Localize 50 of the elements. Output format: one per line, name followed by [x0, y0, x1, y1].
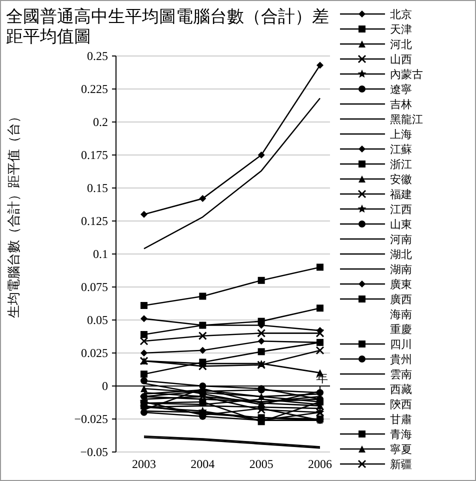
chart-title: 全國普通高中生平均圖電腦台數（合計）差距平均值圖 — [6, 7, 329, 46]
y-tick-label: −0.025 — [74, 412, 108, 426]
legend-label: 遼寧 — [390, 82, 412, 96]
legend-label: 浙江 — [390, 158, 412, 171]
x-tick-label: 2006 — [308, 457, 332, 471]
x-tick-label: 2005 — [249, 457, 274, 471]
y-tick-label: 0.2 — [93, 115, 108, 130]
legend-label: 湖南 — [390, 262, 412, 276]
y-tick-label: 0.175 — [81, 148, 108, 162]
legend-label: 新疆 — [390, 458, 412, 471]
y-tick-label: 0.05 — [87, 313, 108, 328]
y-tick-label: 0.25 — [87, 49, 108, 64]
y-tick-label: 0.025 — [81, 346, 108, 360]
y-tick-label: 0.225 — [81, 82, 108, 96]
y-tick-label: 0.1 — [93, 247, 108, 262]
legend-label: 四川 — [390, 338, 412, 351]
legend-label: 北京 — [390, 8, 412, 21]
legend-label: 河北 — [390, 38, 412, 51]
y-axis-title: 生均電腦台數（合計）距平值（台） — [6, 110, 21, 318]
y-tick-label: 0.15 — [87, 181, 108, 196]
legend-label: 湖北 — [390, 248, 412, 261]
legend-label: 山西 — [390, 52, 412, 66]
legend-label: 西藏 — [390, 382, 412, 396]
legend-label: 貴州 — [390, 352, 412, 366]
legend-label: 黑龍江 — [390, 112, 423, 126]
legend-label: 上海 — [390, 128, 412, 141]
legend-label: 陝西 — [390, 398, 412, 411]
legend-label: 雲南 — [390, 368, 412, 381]
y-tick-label: −0.05 — [80, 445, 108, 460]
legend-label: 江蘇 — [390, 142, 412, 156]
legend-label: 天津 — [390, 22, 412, 36]
y-tick-label: 0.125 — [81, 214, 108, 228]
y-tick-label: 0 — [102, 379, 108, 394]
legend-label: 寧夏 — [390, 442, 412, 456]
legend-label: 廣東 — [390, 278, 412, 291]
legend-label: 安徽 — [390, 172, 412, 186]
legend-label: 甘肅 — [390, 412, 412, 426]
legend-label: 江西 — [390, 204, 412, 216]
x-tick-label: 2004 — [190, 457, 215, 471]
legend-label: 青海 — [390, 428, 412, 441]
text: 海南 — [390, 308, 412, 321]
legend-label: 內蒙古 — [390, 68, 423, 81]
legend-label: 廣西 — [390, 292, 412, 306]
legend-label: 河南 — [390, 232, 412, 246]
legend-label: 吉林 — [390, 98, 412, 111]
text: 重慶 — [390, 322, 412, 336]
legend-label: 山東 — [390, 218, 412, 231]
x-tick-label: 2003 — [132, 457, 156, 471]
y-tick-label: 0.075 — [81, 280, 108, 294]
legend-label: 福建 — [390, 188, 412, 201]
